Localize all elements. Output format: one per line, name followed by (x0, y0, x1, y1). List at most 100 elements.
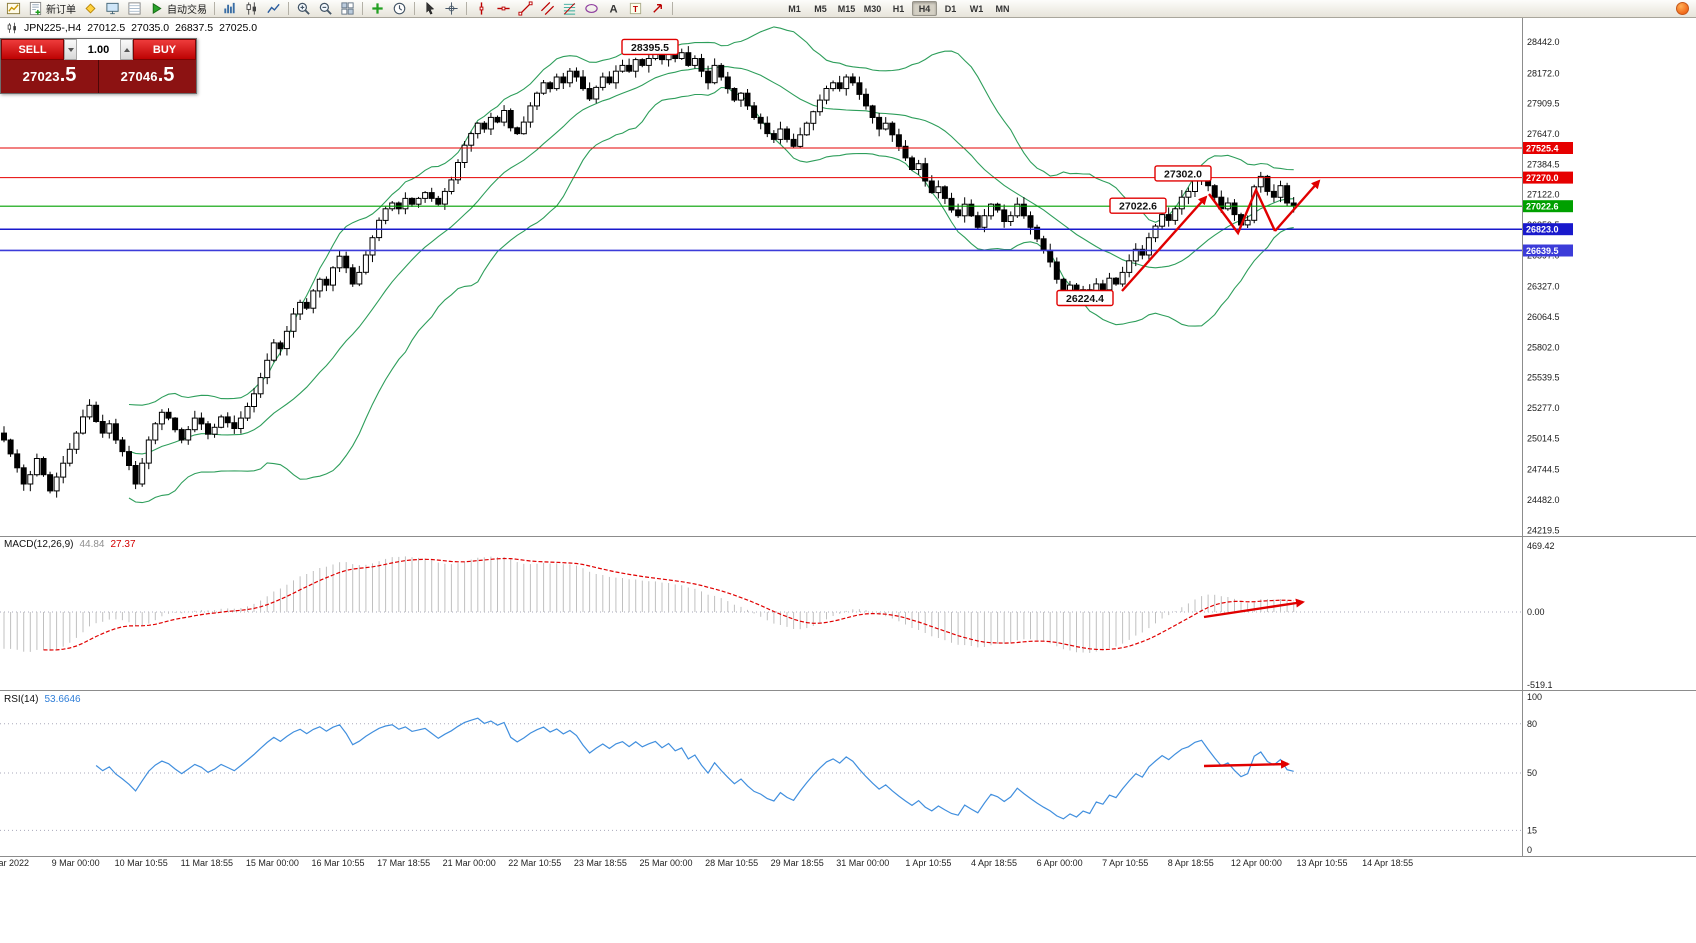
tile-windows-icon[interactable] (337, 1, 358, 17)
svg-text:9 Mar 00:00: 9 Mar 00:00 (52, 858, 100, 868)
svg-text:0.00: 0.00 (1527, 607, 1545, 617)
sell-price-main: 27023 (22, 69, 60, 84)
shapes-icon[interactable] (581, 1, 602, 17)
candlestick-chart-type-icon-glyph (244, 1, 259, 16)
timeframe-m30[interactable]: M30 (863, 3, 882, 14)
toolbar-separator (672, 2, 673, 15)
data-window-icon-glyph (127, 1, 142, 16)
market-watch-icon-glyph (105, 1, 120, 16)
arrow-object-icon[interactable] (647, 1, 668, 17)
svg-text:27270.0: 27270.0 (1526, 173, 1559, 183)
volume-increase-button[interactable] (120, 39, 133, 60)
chart-shortcut-icon[interactable] (3, 1, 24, 17)
timeframe-mn[interactable]: MN (995, 3, 1010, 14)
ohlc-low: 26837.5 (175, 22, 214, 34)
text-icon[interactable]: A (603, 1, 624, 17)
periods-icon[interactable] (389, 1, 410, 17)
sell-price[interactable]: 27023 .5 (1, 60, 98, 93)
text-label-icon[interactable]: T (625, 1, 646, 17)
annotation-27302.0[interactable]: 27302.0 (1154, 165, 1212, 182)
price-tag-26639.5: 26639.5 (1523, 244, 1573, 257)
svg-text:24482.0: 24482.0 (1527, 495, 1560, 505)
toolbar-separator (362, 2, 363, 15)
market-watch-icon[interactable] (102, 1, 123, 17)
drawn-arrow-1[interactable] (1121, 195, 1208, 292)
svg-text:16 Mar 10:55: 16 Mar 10:55 (311, 858, 364, 868)
notification-icon[interactable] (1676, 2, 1689, 15)
ohlc-open: 27012.5 (87, 22, 126, 34)
expert-advisors-icon[interactable] (80, 1, 101, 17)
svg-text:7 Apr 10:55: 7 Apr 10:55 (1102, 858, 1148, 868)
cursor-icon[interactable] (419, 1, 440, 17)
annotation-26224.4[interactable]: 26224.4 (1056, 289, 1114, 307)
svg-text:11 Mar 18:55: 11 Mar 18:55 (181, 858, 233, 868)
drawn-arrow-3[interactable] (1274, 179, 1321, 232)
zoom-in-icon[interactable] (293, 1, 314, 17)
crosshair-icon[interactable] (441, 1, 462, 17)
svg-text:26064.5: 26064.5 (1527, 312, 1560, 322)
svg-text:27525.4: 27525.4 (1526, 144, 1559, 154)
svg-text:24744.5: 24744.5 (1527, 465, 1560, 475)
trade-panel-prices: 27023 .5 27046 .5 (1, 60, 196, 93)
sell-price-pips: .5 (59, 64, 77, 86)
fibonacci-icon[interactable] (559, 1, 580, 17)
line-chart-type-icon[interactable] (263, 1, 284, 17)
macd-indicator-label: MACD(12,26,9) 44.84 27.37 (4, 539, 136, 550)
svg-text:8 Apr 18:55: 8 Apr 18:55 (1168, 858, 1214, 868)
price-tag-27270.0: 27270.0 (1523, 171, 1573, 184)
vertical-line-icon[interactable] (471, 1, 492, 17)
drawn-arrow-4[interactable] (1203, 598, 1305, 619)
svg-text:10 Mar 10:55: 10 Mar 10:55 (115, 858, 168, 868)
horizontal-lines[interactable] (0, 147, 1522, 252)
chart-annotations[interactable]: 28395.5 27302.0 27022.6 26224.4 (621, 38, 1321, 769)
volume-input[interactable]: 1.00 (77, 39, 120, 60)
svg-text:1 Apr 10:55: 1 Apr 10:55 (905, 858, 951, 868)
svg-text:25539.5: 25539.5 (1527, 373, 1560, 383)
channel-icon-glyph (540, 1, 555, 16)
timeframe-m5[interactable]: M5 (814, 3, 827, 14)
volume-decrease-button[interactable] (64, 39, 77, 60)
bar-chart-type-icon[interactable] (219, 1, 240, 17)
indicators-icon[interactable] (367, 1, 388, 17)
timeframe-m15[interactable]: M15 (837, 3, 856, 14)
svg-text:28442.0: 28442.0 (1527, 37, 1560, 47)
buy-price[interactable]: 27046 .5 (98, 60, 196, 93)
bar-chart-type-icon-glyph (222, 1, 237, 16)
timeframe-h4[interactable]: H4 (912, 1, 937, 16)
new-order-button[interactable]: 新订单 (25, 1, 79, 17)
chart-shortcut-icon-glyph (6, 1, 21, 16)
buy-button[interactable]: BUY (133, 39, 196, 60)
data-window-icon[interactable] (124, 1, 145, 17)
annotation-28395.5[interactable]: 28395.5 (621, 38, 679, 56)
timeframe-m1[interactable]: M1 (788, 3, 801, 14)
svg-text:T: T (633, 4, 639, 14)
new-order-glyph (28, 1, 43, 16)
annotation-27022.6[interactable]: 27022.6 (1109, 197, 1167, 214)
trendline-icon[interactable] (515, 1, 536, 17)
symbol-period-label: JPN225-,H4 (24, 22, 82, 34)
channel-icon[interactable] (537, 1, 558, 17)
zoom-out-icon-glyph (318, 1, 333, 16)
svg-text:0: 0 (1527, 845, 1532, 855)
svg-text:25014.5: 25014.5 (1527, 433, 1560, 443)
drawn-arrow-5[interactable] (1203, 759, 1290, 769)
ohlc-close: 27025.0 (219, 22, 258, 34)
horizontal-line-icon[interactable] (493, 1, 514, 17)
svg-text:22 Mar 10:55: 22 Mar 10:55 (508, 858, 561, 868)
price-tag-26823.0: 26823.0 (1523, 223, 1573, 236)
timeframe-h1[interactable]: H1 (892, 3, 905, 14)
timeframe-d1[interactable]: D1 (944, 3, 957, 14)
svg-text:29 Mar 18:55: 29 Mar 18:55 (771, 858, 824, 868)
svg-text:-519.1: -519.1 (1527, 680, 1553, 690)
price-tag-27525.4: 27525.4 (1523, 142, 1573, 154)
rsi-value: 53.6646 (44, 694, 81, 705)
zoom-out-icon[interactable] (315, 1, 336, 17)
timeframe-w1[interactable]: W1 (969, 3, 984, 14)
svg-text:Mar 2022: Mar 2022 (0, 858, 29, 868)
candlestick-chart-type-icon[interactable] (241, 1, 262, 17)
autotrading-button[interactable]: 自动交易 (146, 1, 210, 17)
drawn-arrow-2[interactable] (1208, 187, 1277, 236)
sell-button[interactable]: SELL (1, 39, 64, 60)
